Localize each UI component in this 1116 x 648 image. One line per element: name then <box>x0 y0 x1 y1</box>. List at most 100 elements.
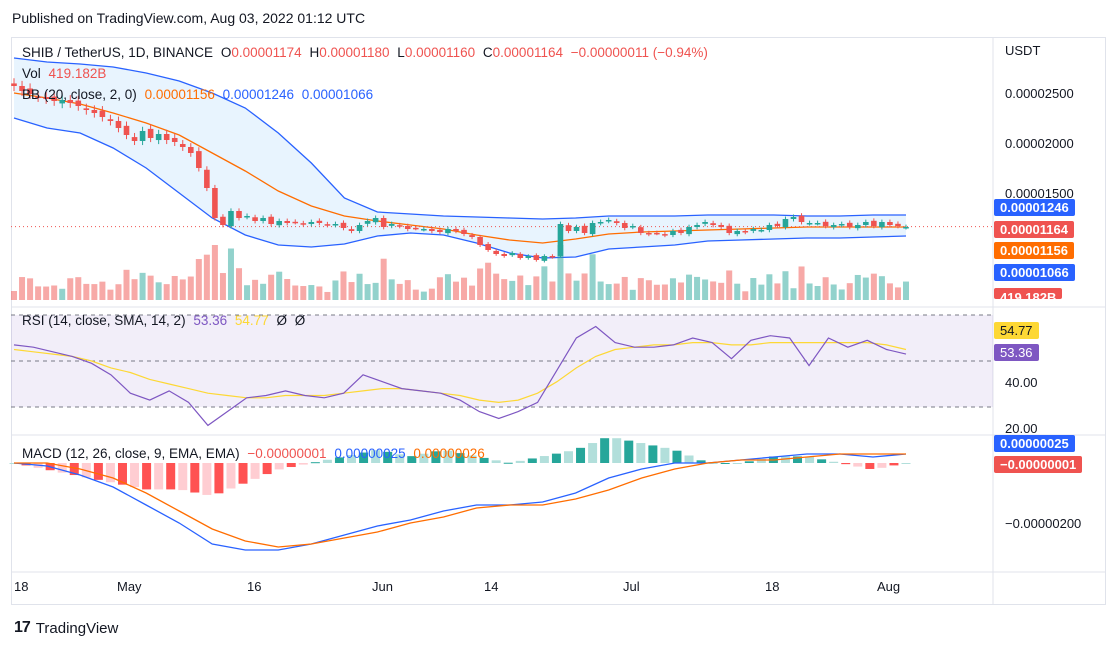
candle-body <box>670 231 676 235</box>
candle-body <box>284 221 291 223</box>
macd-hist-bar <box>334 457 344 463</box>
y-tick-macd-1: −0.00000200 <box>1005 516 1082 531</box>
macd-hist-bar <box>720 463 730 464</box>
chart-frame[interactable] <box>11 37 1106 605</box>
bb-upper-value: 0.00001246 <box>222 87 294 102</box>
volume-label[interactable]: Vol <box>22 66 41 81</box>
volume-bar <box>798 266 805 300</box>
candle-body <box>99 110 106 117</box>
volume-bar <box>645 280 652 300</box>
macd-hist-bar <box>901 463 911 464</box>
tradingview-logo[interactable]: 17 TradingView <box>14 619 118 637</box>
last-price-tag: 0.00001164 <box>994 221 1074 238</box>
macd-label[interactable]: MACD (12, 26, close, 9, EMA, EMA) <box>22 446 240 461</box>
macd-hist-bar <box>805 456 815 463</box>
macd-hist-bar <box>383 451 393 463</box>
volume-bar <box>428 288 435 300</box>
volume-bar <box>702 279 709 300</box>
volume-bar <box>332 280 339 300</box>
macd-line <box>13 453 907 551</box>
volume-bar <box>661 284 668 300</box>
candle-body <box>292 221 299 224</box>
volume-value: 419.182B <box>48 66 107 81</box>
candle-body <box>525 256 532 258</box>
macd-hist-bar <box>503 462 513 464</box>
candle-body <box>621 223 628 228</box>
candle-body <box>115 121 122 128</box>
candle-body <box>372 218 379 223</box>
candle-body <box>356 225 363 231</box>
candle-body <box>51 96 57 101</box>
volume-bar <box>710 281 717 300</box>
candle-body <box>871 220 877 226</box>
rsi-tag: 53.36 <box>994 344 1039 361</box>
macd-hist-bar <box>467 455 477 463</box>
volume-bar <box>388 279 395 300</box>
candle-body <box>187 147 194 153</box>
candle-body <box>421 229 427 231</box>
candle-body <box>742 231 749 233</box>
bb-label[interactable]: BB (20, close, 2, 0) <box>22 87 137 102</box>
candle-body <box>573 227 580 231</box>
candle-body <box>879 222 885 228</box>
bb-band-fill <box>14 58 906 258</box>
candle-body <box>477 237 483 245</box>
bb-basis-value: 0.00001156 <box>144 87 215 102</box>
volume-bar <box>171 275 178 300</box>
symbol-label[interactable]: SHIB / TetherUS, 1D, BINANCE <box>22 45 214 60</box>
candle-body <box>710 223 716 225</box>
volume-bar <box>396 283 403 300</box>
volume-bar <box>91 284 98 300</box>
candle-body <box>686 227 692 235</box>
candle-body <box>276 221 282 226</box>
volume-bar <box>348 282 355 300</box>
candle-body <box>396 225 403 227</box>
x-label-may16: 16 <box>247 579 262 594</box>
volume-bar <box>284 279 291 300</box>
volume-bar <box>412 289 419 300</box>
volume-bar <box>814 286 821 300</box>
candle-body <box>220 216 226 225</box>
volume-bar <box>340 271 347 300</box>
rsi-label[interactable]: RSI (14, close, SMA, 14, 2) <box>22 313 186 328</box>
macd-hist-bar <box>226 463 236 489</box>
candle-body <box>782 219 789 228</box>
change-value: −0.00000011 (−0.94%) <box>570 45 708 60</box>
bb-lower-line <box>13 117 907 259</box>
candle-body <box>67 100 74 103</box>
candle-body <box>244 216 250 218</box>
macd-hist-bar <box>732 463 742 464</box>
bb-basis-line <box>13 92 906 244</box>
candle-body <box>678 229 684 233</box>
candle-body <box>123 125 130 135</box>
candle-body <box>549 256 556 258</box>
volume-bar <box>179 279 186 300</box>
volume-legend: Vol 419.182B <box>22 66 110 81</box>
volume-bar <box>774 283 781 300</box>
candle-body <box>718 225 724 227</box>
volume-bar <box>147 275 154 300</box>
volume-bar <box>268 274 275 300</box>
candle-body <box>822 221 829 226</box>
volume-bar <box>806 283 813 300</box>
volume-bar <box>782 271 789 300</box>
candle-body <box>517 253 524 258</box>
tv-logo-icon: 17 <box>14 619 31 636</box>
volume-bar <box>493 273 500 300</box>
rsi-sma-line <box>13 342 907 404</box>
volume-bar <box>43 286 50 300</box>
volume-bar <box>236 268 243 300</box>
candle-body <box>469 235 475 237</box>
volume-bar <box>51 285 58 300</box>
volume-bar <box>187 276 194 300</box>
bb-lower-tag: 0.00001066 <box>994 264 1075 281</box>
candle-body <box>404 226 411 229</box>
macd-hist-bar <box>130 463 140 488</box>
volume-bar <box>694 276 701 300</box>
candle-body <box>485 244 491 250</box>
macd-hist-bar <box>455 453 465 463</box>
volume-bar <box>364 284 371 300</box>
candle-body <box>734 231 741 235</box>
candle-body <box>766 225 773 230</box>
